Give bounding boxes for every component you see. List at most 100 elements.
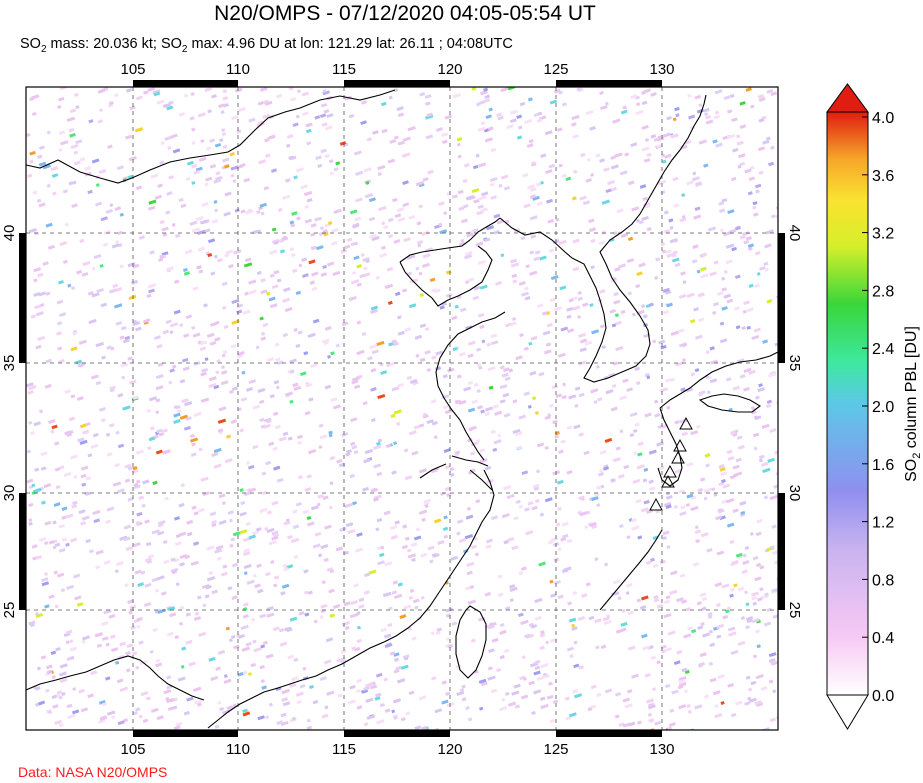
so2-pixel xyxy=(647,704,656,710)
so2-pixel xyxy=(312,699,319,705)
so2-pixel xyxy=(537,111,543,116)
so2-pixel xyxy=(377,560,385,566)
lon-tick-bottom-120: 120 xyxy=(437,741,462,758)
so2-pixel xyxy=(769,494,778,501)
so2-pixel xyxy=(296,89,302,94)
so2-pixel xyxy=(705,463,710,468)
so2-pixel xyxy=(358,604,365,609)
mongolia-border xyxy=(26,89,396,184)
so2-pixel xyxy=(72,180,77,185)
so2-pixel xyxy=(523,346,529,351)
so2-pixel xyxy=(349,209,358,215)
so2-pixel xyxy=(237,106,246,113)
so2-pixel xyxy=(695,181,702,187)
so2-pixel xyxy=(456,142,461,147)
so2-pixel xyxy=(444,486,451,492)
so2-pixel xyxy=(483,87,489,92)
so2-pixel xyxy=(476,363,482,368)
so2-pixel xyxy=(145,696,151,701)
so2-pixel xyxy=(712,301,720,307)
so2-pixel xyxy=(519,101,526,107)
so2-pixel xyxy=(93,518,101,524)
so2-pixel xyxy=(765,136,771,141)
so2-pixel xyxy=(375,672,383,678)
so2-pixel xyxy=(156,343,163,349)
so2-pixel xyxy=(247,464,255,470)
so2-pixel xyxy=(674,106,680,112)
so2-pixel xyxy=(730,93,735,98)
so2-pixel xyxy=(65,640,70,645)
so2-pixel xyxy=(665,494,673,500)
so2-pixel xyxy=(56,321,63,326)
so2-pixel xyxy=(132,466,138,471)
so2-pixel xyxy=(539,512,545,517)
so2-pixel xyxy=(465,195,475,201)
so2-pixel xyxy=(328,221,333,225)
so2-pixel xyxy=(45,664,53,670)
so2-pixel xyxy=(561,395,567,400)
so2-pixel xyxy=(666,405,671,410)
so2-pixel xyxy=(87,453,93,458)
so2-pixel xyxy=(202,491,210,497)
frame-axis-bars xyxy=(19,80,785,737)
so2-pixel xyxy=(298,611,305,616)
so2-pixel xyxy=(726,449,733,455)
so2-pixel xyxy=(697,625,704,630)
so2-pixel xyxy=(732,464,740,470)
so2-pixel xyxy=(356,532,363,537)
so2-pixel xyxy=(624,703,633,709)
so2-pixel xyxy=(602,466,610,471)
so2-pixel xyxy=(300,184,309,190)
so2-pixel xyxy=(55,646,61,652)
so2-pixel xyxy=(40,466,47,471)
so2-pixel xyxy=(78,339,87,345)
so2-pixel xyxy=(269,303,278,309)
so2-pixel xyxy=(148,436,156,442)
so2-pixel xyxy=(650,655,657,660)
so2-pixel xyxy=(236,309,243,315)
so2-pixel xyxy=(162,102,171,108)
so2-pixel xyxy=(627,610,634,616)
so2-pixel xyxy=(617,263,626,269)
so2-pixel xyxy=(389,139,397,144)
so2-pixel xyxy=(636,598,642,603)
so2-pixel xyxy=(362,257,370,263)
so2-pixel xyxy=(70,143,79,150)
so2-pixel xyxy=(663,599,671,605)
lon-tick-bottom-125: 125 xyxy=(543,741,568,758)
so2-pixel xyxy=(105,642,110,647)
so2-pixel xyxy=(772,689,777,694)
so2-pixel xyxy=(509,258,518,264)
so2-pixel xyxy=(195,215,204,222)
so2-pixel xyxy=(169,330,174,335)
so2-pixel xyxy=(393,715,398,720)
so2-pixel xyxy=(603,619,612,625)
so2-pixel xyxy=(534,615,542,621)
so2-pixel xyxy=(147,205,156,211)
so2-pixel xyxy=(396,678,406,684)
so2-pixel xyxy=(648,479,654,484)
so2-pixel xyxy=(51,424,58,430)
so2-pixel xyxy=(377,438,383,443)
so2-pixel xyxy=(509,118,517,124)
so2-pixel xyxy=(441,699,449,705)
so2-pixel xyxy=(648,703,653,708)
so2-pixel xyxy=(521,291,530,297)
so2-pixel xyxy=(773,483,778,489)
so2-pixel xyxy=(652,687,657,692)
so2-pixel xyxy=(362,401,368,406)
so2-pixel xyxy=(459,307,467,313)
so2-pixel xyxy=(388,606,393,611)
so2-pixel xyxy=(155,398,161,403)
so2-pixel xyxy=(759,266,766,271)
so2-pixel xyxy=(149,396,158,402)
so2-pixel xyxy=(391,386,400,392)
so2-pixel xyxy=(744,545,750,550)
so2-pixel xyxy=(519,333,524,338)
so2-pixel xyxy=(71,500,78,506)
so2-pixel xyxy=(642,645,650,651)
so2-pixel xyxy=(191,325,196,330)
so2-pixel xyxy=(529,270,538,276)
so2-pixel xyxy=(361,331,367,336)
